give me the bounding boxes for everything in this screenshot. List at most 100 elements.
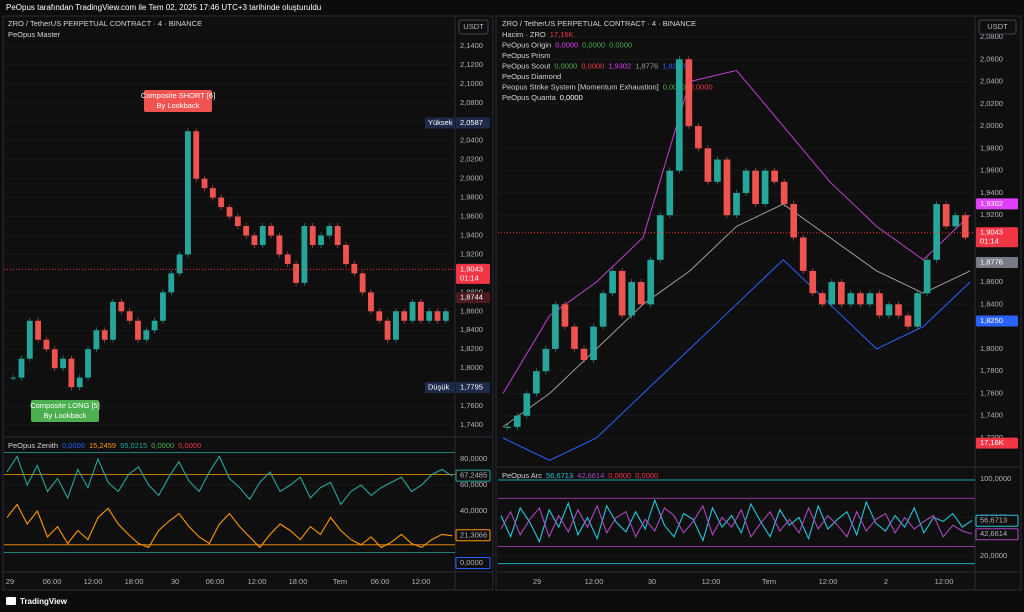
price-tick-label: 1,7600 (980, 388, 1003, 397)
candle (35, 320, 42, 340)
price-tick-label: 1,7200 (980, 433, 1003, 442)
price-tick-label: 1,9200 (980, 210, 1003, 219)
candle (838, 282, 845, 305)
candle (799, 237, 807, 271)
osc-tick-label: 20,0000 (980, 551, 1007, 560)
price-tick-label: 2,0400 (460, 136, 483, 145)
time-label: 2 (884, 577, 888, 586)
candle (828, 282, 836, 305)
price-badge-label: 1,8744 (460, 293, 483, 302)
candle (647, 259, 655, 305)
candle (85, 349, 91, 378)
candle (26, 320, 33, 359)
osc-badge-label: 0,0000 (460, 558, 483, 567)
indicator-readout: 0,0000 (582, 40, 605, 49)
candle (961, 215, 969, 238)
footer-logo: TradingView (6, 597, 68, 606)
candle (259, 226, 266, 245)
currency-box (458, 19, 489, 35)
price-badge-label: 1,9043 (980, 228, 1003, 237)
candle (251, 235, 258, 245)
candle (695, 126, 702, 149)
time-label: 12:00 (935, 577, 954, 586)
indicator-readout: 1,9302 (608, 61, 631, 70)
indicator-readout: 17,16K (550, 30, 574, 39)
candle (10, 377, 17, 379)
indicator-readout: 0,0000 (555, 40, 578, 49)
chart-title: ZRO / TetherUS PERPETUAL CONTRACT · 4 · … (502, 19, 696, 28)
candle (523, 393, 531, 416)
candle (51, 349, 58, 369)
candle (126, 311, 133, 321)
osc-legend: PeOpus Arc 56,6713 42,6614 0,0000 0,0000 (502, 471, 658, 480)
price-tick-label: 1,9800 (460, 193, 483, 202)
footer-brand: TradingView (20, 597, 68, 606)
candle (752, 170, 759, 205)
price-badge (456, 117, 490, 129)
currency-label: USDT (463, 22, 484, 31)
indicator-legend: PeOpus Origin 0,0000 0,0000 0,0000 (502, 40, 632, 49)
osc-readout: 56,6713 (546, 471, 573, 480)
indicator-readout: 0,0000 (560, 93, 583, 102)
osc-readout: 0,0000 (62, 441, 85, 450)
candle (618, 270, 626, 316)
indicator-readout: 0,0000 (554, 61, 577, 70)
candle (733, 192, 740, 216)
indicator-name: PeOpus Prism (502, 51, 550, 60)
price-tick-label: 2,1000 (460, 79, 483, 88)
indicator-readout: 0,0000 (690, 82, 713, 91)
indicator-readout: 0,0000 (609, 40, 632, 49)
candle (818, 293, 826, 305)
price-badge-label: 1,9302 (980, 199, 1003, 208)
candle (533, 371, 540, 394)
time-label: 06:00 (371, 577, 390, 586)
candle (771, 170, 778, 182)
candle (714, 159, 721, 182)
candle (284, 254, 291, 264)
candle (234, 216, 241, 227)
price-tick-label: 1,7400 (460, 420, 483, 429)
candle (504, 426, 512, 428)
indicator-name: Hacim · ZRO (502, 30, 546, 39)
time-label: 29 (6, 577, 14, 586)
signal-box (31, 400, 99, 422)
signal-sub: By Lookback (44, 411, 87, 420)
osc-tick-label: 100,0000 (980, 474, 1011, 483)
time-label: Tem (333, 577, 347, 586)
candle (135, 320, 141, 340)
candle (359, 273, 366, 293)
indicator-readout: 1,8250 (662, 61, 685, 70)
candle (685, 59, 693, 127)
price-tick-label: 2,1200 (460, 60, 483, 69)
price-tick-label: 1,8000 (460, 363, 483, 372)
candle (426, 311, 433, 321)
candle (628, 282, 635, 316)
price-badge-timer: 01:14 (980, 237, 999, 246)
candle (675, 59, 683, 171)
overlay-line (502, 259, 971, 461)
price-tick-label: 2,0000 (460, 174, 483, 183)
candle (542, 348, 550, 372)
indicator-legend: Peopus Strike System [Momentum Exhaustio… (502, 82, 713, 91)
price-tick-label: 2,0200 (980, 99, 1003, 108)
osc-badge (455, 557, 491, 569)
candle (334, 226, 341, 245)
candle (351, 263, 358, 274)
price-tick-label: 1,9600 (460, 212, 483, 221)
price-tick-label: 2,0600 (980, 54, 1003, 63)
osc-readout: 0,0000 (635, 471, 658, 480)
price-badge (456, 382, 490, 394)
candle (110, 301, 116, 340)
price-tick-label: 1,9200 (460, 249, 483, 258)
candle (118, 301, 125, 312)
price-badge-tag: Yüksek (428, 118, 453, 127)
price-tick-label: 1,8400 (460, 325, 483, 334)
candle (401, 311, 408, 321)
price-tick-label: 1,7600 (460, 401, 483, 410)
price-badge-label: 2,0587 (460, 118, 483, 127)
time-label: Tem (762, 577, 776, 586)
currency-label: USDT (987, 22, 1008, 31)
osc-badge (975, 528, 1019, 541)
indicator-name: PeOpus Master (8, 30, 61, 39)
